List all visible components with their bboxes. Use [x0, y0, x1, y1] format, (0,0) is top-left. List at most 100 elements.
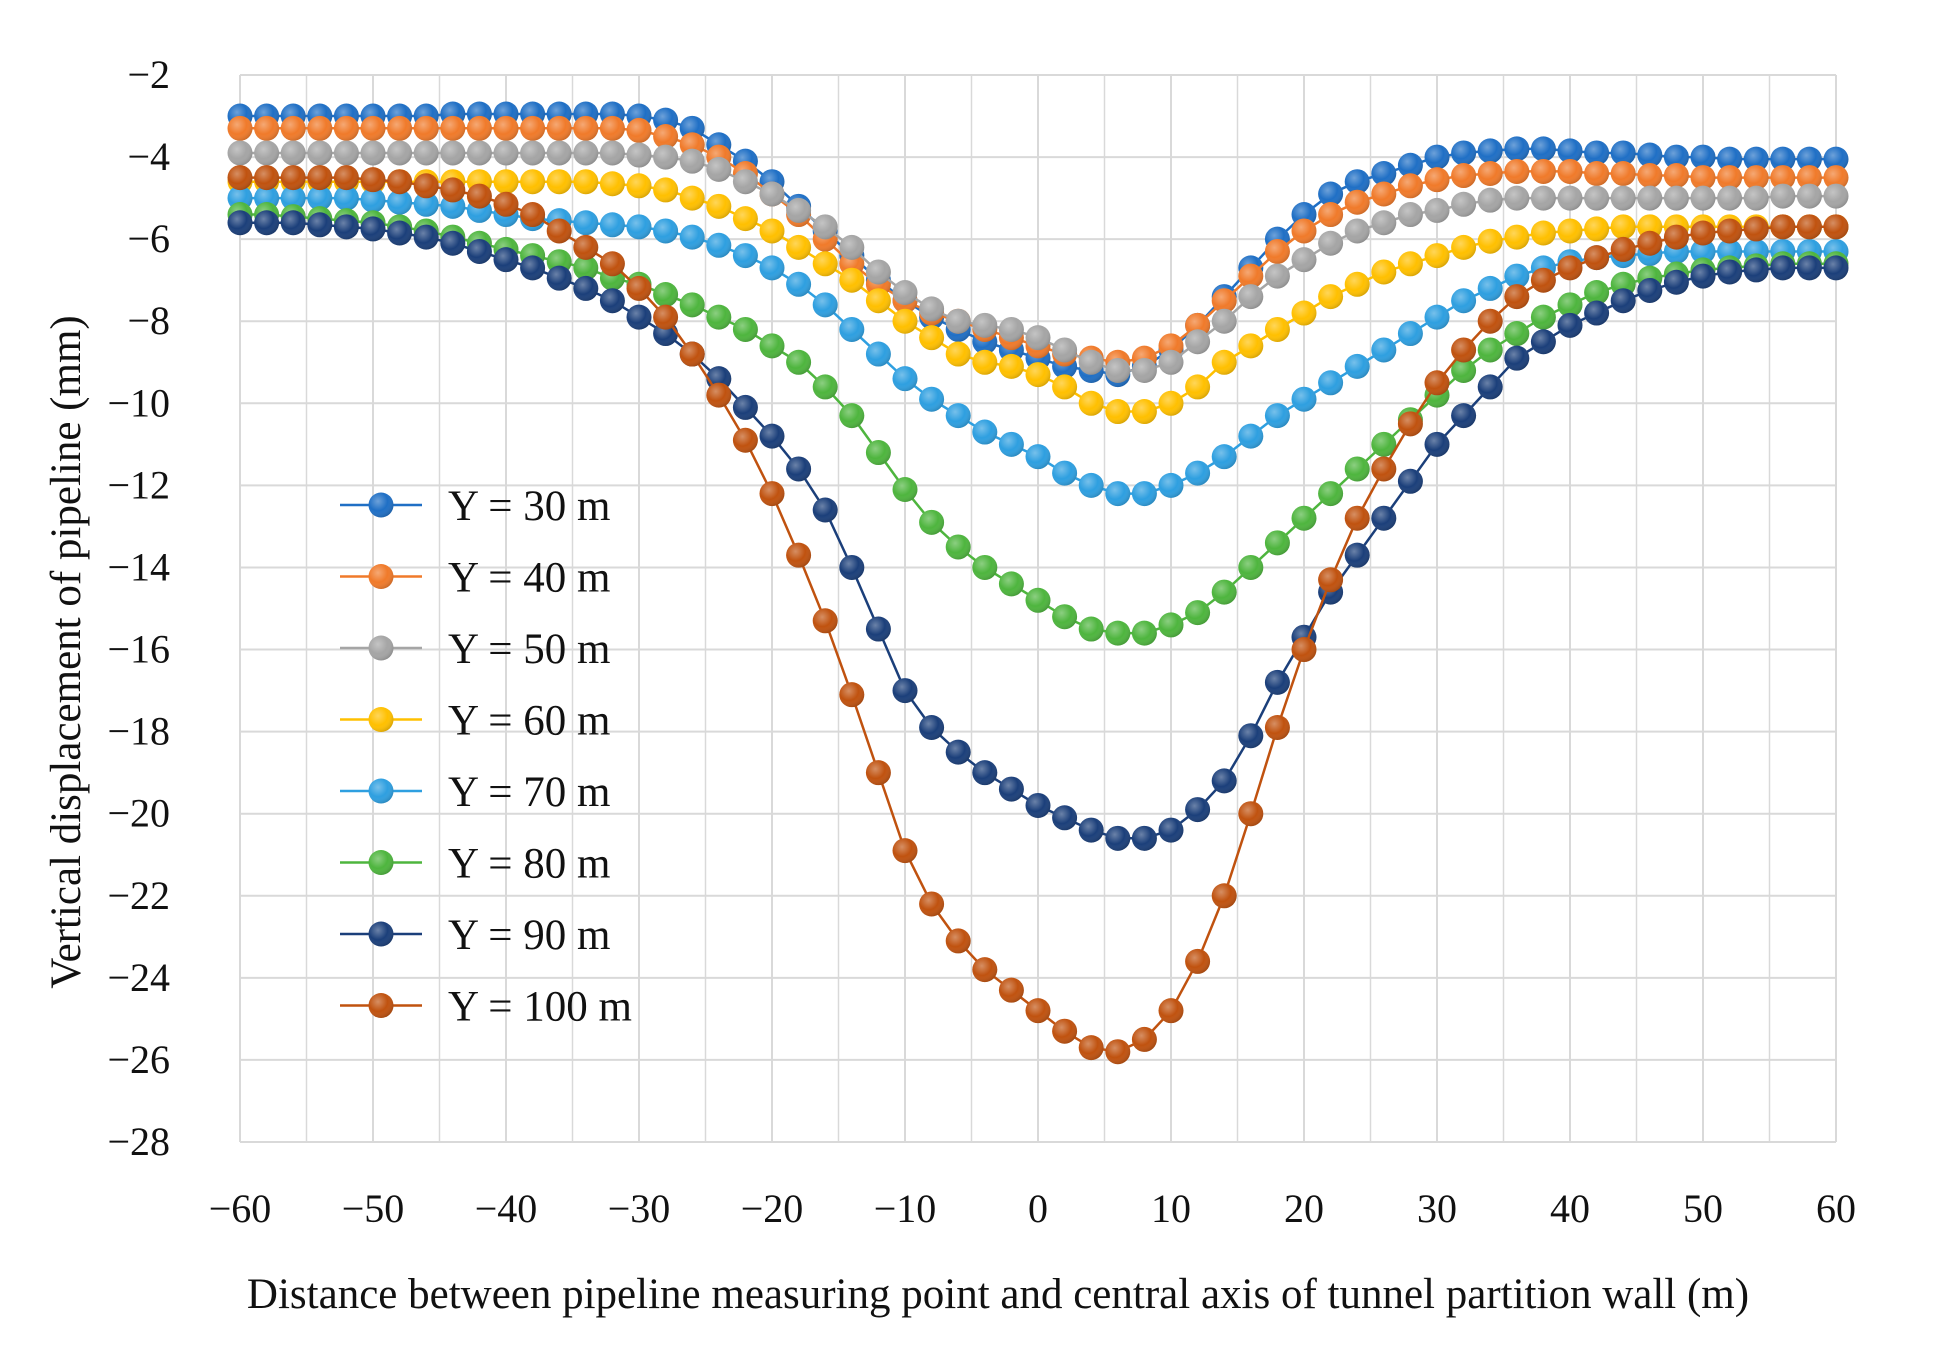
- data-point-shade: [466, 115, 492, 141]
- data-point-shade: [759, 423, 785, 449]
- legend-label: Y = 90 m: [448, 912, 610, 959]
- data-point-shade: [1610, 288, 1636, 314]
- data-point-shade: [1530, 267, 1556, 293]
- data-point-shade: [1717, 259, 1743, 285]
- x-tick-label: −60: [209, 1186, 272, 1231]
- data-point-shade: [227, 115, 253, 141]
- data-point-shade: [1052, 337, 1078, 363]
- data-point-shade: [1158, 349, 1184, 375]
- x-tick-label: −10: [874, 1186, 937, 1231]
- data-point-shade: [786, 197, 812, 223]
- y-axis-title: Vertical displacement of pipeline (mm): [43, 315, 90, 988]
- x-tick-label: 60: [1816, 1186, 1856, 1231]
- data-point-shade: [919, 715, 945, 741]
- legend-label: Y = 30 m: [448, 483, 610, 530]
- x-tick-label: −20: [741, 1186, 804, 1231]
- data-point-shade: [1238, 723, 1264, 749]
- data-point-shade: [786, 542, 812, 568]
- data-point-shade: [1610, 236, 1636, 262]
- data-point-shade: [732, 206, 758, 232]
- data-point-shade: [865, 440, 891, 466]
- data-point-shade: [1717, 185, 1743, 211]
- data-point-shade: [1610, 140, 1636, 166]
- legend-marker-shade: [368, 635, 394, 661]
- data-point-shade: [1504, 136, 1530, 162]
- data-point-shade: [892, 366, 918, 392]
- data-point-shade: [360, 216, 386, 242]
- data-point-shade: [1291, 505, 1317, 531]
- data-point-shade: [360, 187, 386, 213]
- legend-marker-shade: [368, 993, 394, 1018]
- x-tick-label: −40: [475, 1186, 538, 1231]
- data-point-shade: [1264, 316, 1290, 342]
- data-point-shade: [732, 169, 758, 195]
- data-point-shade: [1690, 220, 1716, 246]
- data-point-shade: [1823, 165, 1849, 191]
- data-point-shade: [1025, 362, 1051, 388]
- data-point-shade: [972, 957, 998, 983]
- data-point-shade: [945, 739, 971, 765]
- data-point-shade: [1530, 185, 1556, 211]
- data-point-shade: [626, 117, 652, 143]
- data-point-shade: [227, 210, 253, 236]
- x-tick-label: 0: [1028, 1186, 1048, 1231]
- data-point-shade: [1105, 620, 1131, 646]
- data-point-shade: [1371, 210, 1397, 236]
- data-point-shade: [1211, 308, 1237, 334]
- data-point-shade: [1637, 230, 1663, 256]
- data-point-shade: [945, 341, 971, 367]
- data-point-shade: [1823, 214, 1849, 240]
- data-point-shade: [998, 977, 1024, 1003]
- data-point-shade: [333, 165, 359, 191]
- data-point-shade: [626, 304, 652, 330]
- data-point-shade: [1477, 308, 1503, 334]
- data-point-shade: [1504, 321, 1530, 347]
- data-point-shade: [653, 124, 679, 150]
- data-point-shade: [1211, 444, 1237, 470]
- y-tick-labels: −2 −4 −6 −8 −10 −12 −14 −16 −18 −20 −22 −24 −26 −28: [107, 52, 170, 1164]
- data-point-shade: [1477, 374, 1503, 400]
- data-point-shade: [254, 210, 280, 236]
- data-point-shade: [812, 214, 838, 240]
- data-point-shade: [333, 214, 359, 240]
- data-point-shade: [1477, 228, 1503, 254]
- data-point-shade: [919, 325, 945, 351]
- data-point-shade: [679, 148, 705, 174]
- data-point-shade: [440, 177, 466, 203]
- data-point-shade: [626, 173, 652, 199]
- data-point-shade: [679, 292, 705, 318]
- data-point-shade: [706, 193, 732, 219]
- data-point-shade: [839, 682, 865, 708]
- data-point-shade: [1397, 173, 1423, 199]
- legend-item: Y = 90 m: [340, 912, 610, 959]
- data-point-shade: [1344, 169, 1370, 195]
- data-point-shade: [599, 171, 625, 197]
- data-point-shade: [1371, 456, 1397, 482]
- data-point-shade: [812, 608, 838, 634]
- data-point-shade: [1743, 216, 1769, 242]
- data-point-shade: [732, 427, 758, 453]
- data-point-shade: [599, 140, 625, 166]
- data-point-shade: [413, 191, 439, 217]
- data-point-shade: [1211, 768, 1237, 794]
- data-point-shade: [1318, 230, 1344, 256]
- data-point-shade: [1344, 505, 1370, 531]
- data-point-shade: [1584, 216, 1610, 242]
- data-point-shade: [254, 165, 280, 191]
- data-point-shade: [653, 177, 679, 203]
- data-point-shade: [573, 169, 599, 195]
- data-point-shade: [759, 218, 785, 244]
- data-point-shade: [387, 220, 413, 246]
- data-point-shade: [573, 234, 599, 260]
- data-point-shade: [1371, 160, 1397, 186]
- data-point-shade: [1344, 542, 1370, 568]
- data-point-shade: [1823, 146, 1849, 172]
- data-point-shade: [1530, 136, 1556, 162]
- data-point-shade: [732, 316, 758, 342]
- legend-item: Y = 80 m: [340, 841, 610, 888]
- legend-marker-shade: [368, 564, 394, 589]
- data-point-shade: [1052, 604, 1078, 630]
- data-point-shade: [759, 255, 785, 281]
- x-tick-label: −50: [342, 1186, 405, 1231]
